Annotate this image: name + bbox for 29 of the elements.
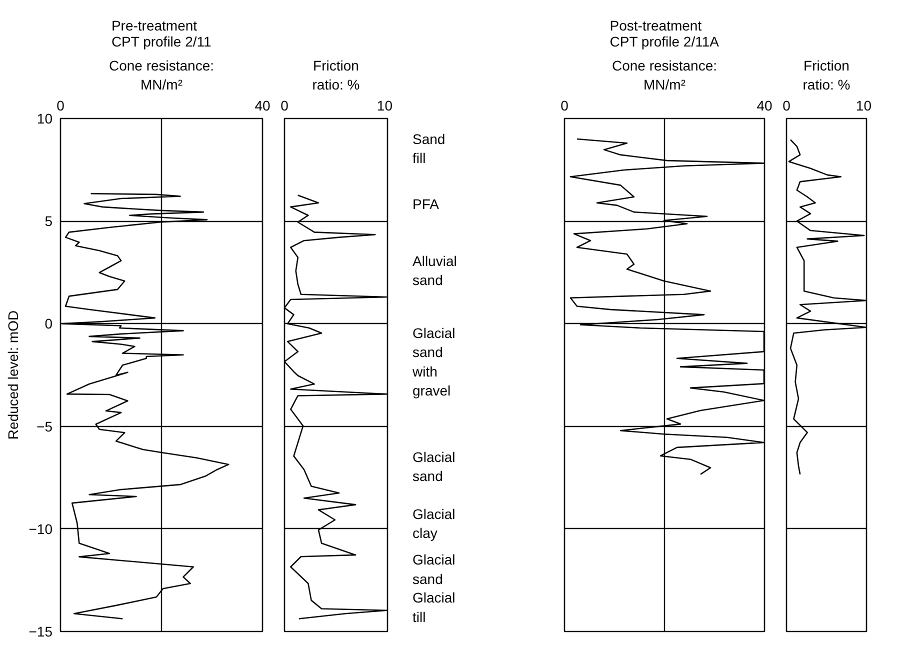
y-axis-title: Reduced level: mOD — [4, 310, 21, 440]
text: Glacial sand — [412, 552, 456, 587]
chart-title: Post-treatment CPT profile 2/11A — [610, 18, 720, 50]
text: Sand fill — [412, 130, 446, 166]
text: PFA — [412, 196, 440, 212]
x-tick-label: 0 — [56, 98, 65, 114]
x-tick-label: 10 — [376, 98, 393, 114]
x-tick-label: 10 — [856, 98, 872, 114]
text: Alluvial sand — [412, 252, 457, 288]
text: Glacial till — [412, 590, 456, 625]
y-tick-label: 10 — [36, 110, 53, 126]
x-axis-title: Friction ratio: % — [802, 57, 850, 92]
text: Glacial sand with gravel — [412, 324, 456, 399]
text: Glacial clay — [412, 506, 456, 542]
x-axis-title: Friction ratio: % — [312, 57, 360, 92]
y-tick-label: −5 — [36, 418, 53, 434]
x-tick-label: 0 — [560, 98, 569, 114]
x-tick-label: 40 — [254, 98, 270, 114]
x-tick-label: 0 — [782, 98, 791, 114]
x-tick-label: 40 — [756, 98, 772, 114]
y-tick-label: −10 — [28, 520, 53, 537]
y-tick-label: −15 — [28, 624, 53, 640]
text: Glacial sand — [412, 448, 456, 484]
x-tick-label: 0 — [280, 98, 289, 114]
y-tick-label: 5 — [44, 213, 53, 230]
x-axis-title: Cone resistance: MN/m² — [612, 57, 718, 92]
y-tick-label: 0 — [44, 316, 53, 332]
chart-title: Pre-treatment CPT profile 2/11 — [111, 18, 212, 50]
x-axis-title: Cone resistance: MN/m² — [108, 57, 214, 92]
